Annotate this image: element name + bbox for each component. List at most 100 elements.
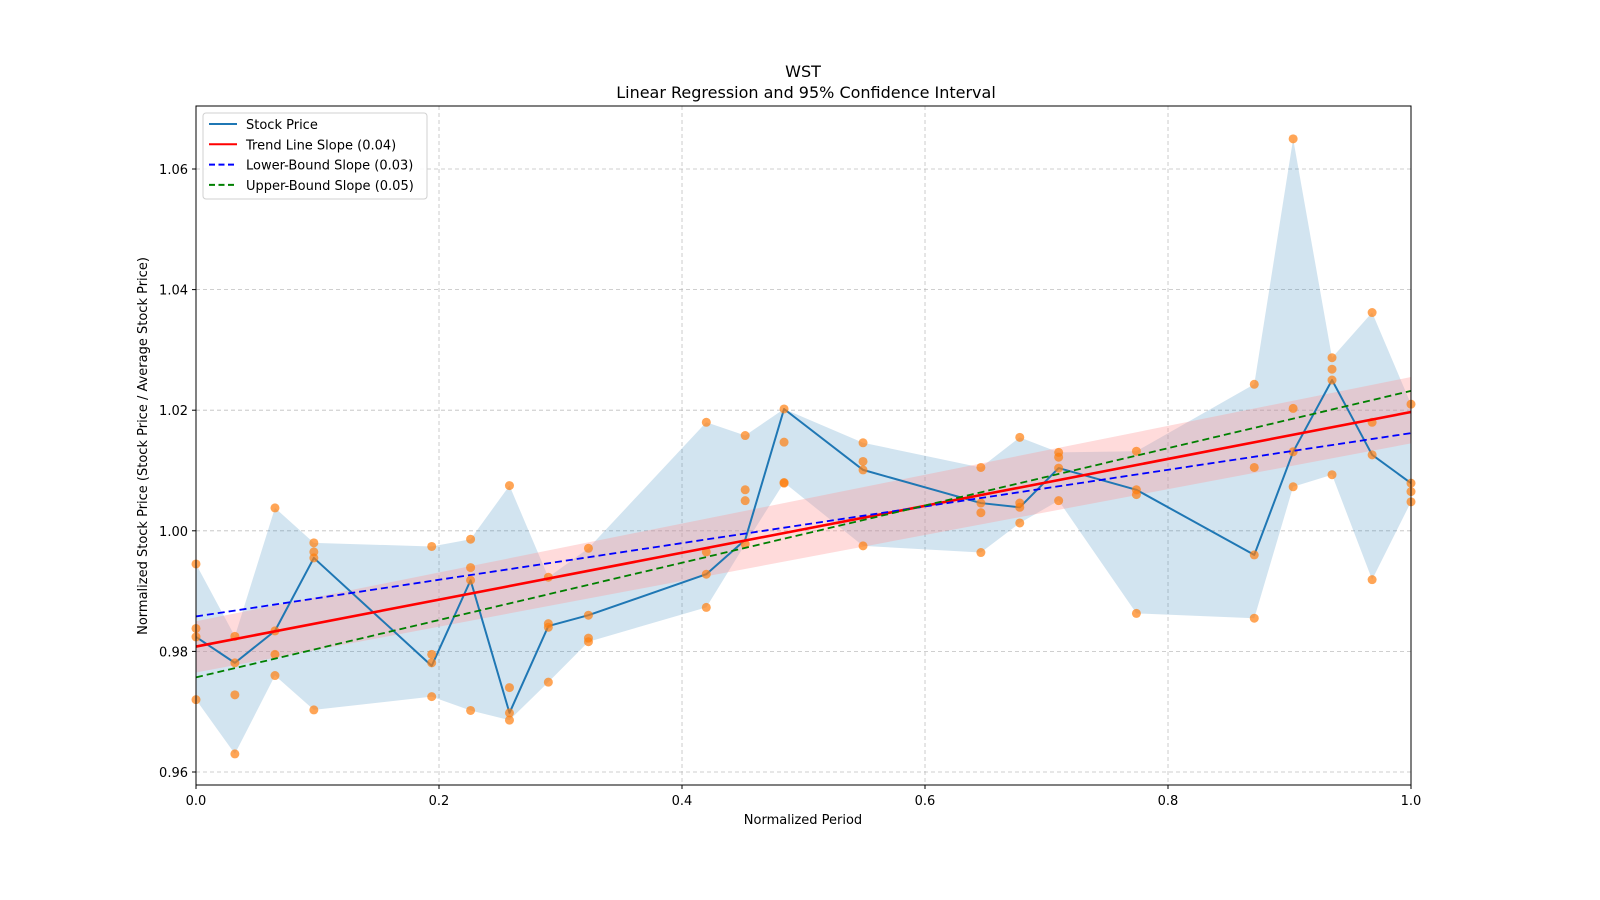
x-tick-label: 1.0 [1401, 794, 1422, 809]
scatter-point [976, 548, 986, 558]
scatter-point [1288, 482, 1298, 492]
y-tick-label: 1.00 [159, 525, 188, 540]
x-axis-label: Normalized Period [744, 813, 862, 828]
scatter-point [858, 438, 868, 448]
legend-label: Upper-Bound Slope (0.05) [246, 179, 414, 194]
scatter-point [1288, 447, 1298, 457]
scatter-point [504, 708, 514, 718]
x-tick-label: 0.2 [429, 794, 450, 809]
scatter-point [779, 437, 789, 447]
chart-title: WST [785, 62, 821, 81]
scatter-point [976, 508, 986, 518]
x-tick-label: 0.4 [672, 794, 693, 809]
scatter-point [1327, 353, 1337, 363]
legend: Stock Price Trend Line Slope (0.04) Lower-… [202, 112, 428, 200]
scatter-point [779, 478, 789, 488]
scatter-point [427, 541, 437, 551]
trend-lines [195, 390, 1412, 679]
scatter-point [309, 538, 319, 548]
scatter-point [1054, 496, 1064, 506]
x-tick-label: 0.0 [186, 794, 207, 809]
scatter-point [427, 649, 437, 659]
x-axis: 0.0 0.2 0.4 0.6 0.8 1.0 [186, 785, 1422, 809]
y-tick-label: 0.98 [159, 645, 188, 660]
scatter-point [858, 541, 868, 551]
scatter-point [1015, 502, 1025, 512]
y-tick-label: 1.04 [159, 284, 188, 299]
legend-label: Stock Price [246, 118, 318, 133]
scatter-point [1367, 450, 1377, 460]
scatter-point [504, 683, 514, 693]
scatter-point [740, 431, 750, 441]
legend-box [202, 112, 428, 200]
scatter-point [466, 575, 476, 585]
scatter-point [583, 610, 593, 620]
y-tick-label: 1.06 [159, 163, 188, 178]
legend-label: Lower-Bound Slope (0.03) [246, 159, 413, 174]
scatter-point [270, 503, 280, 513]
scatter-point [270, 649, 280, 659]
price-range-area [196, 138, 1411, 754]
scatter-point [230, 690, 240, 700]
scatter-point [427, 692, 437, 702]
x-tick-label: 0.6 [915, 794, 936, 809]
scatter-point [1249, 613, 1259, 623]
scatter-point [1249, 379, 1259, 389]
scatter-point [1054, 452, 1064, 462]
scatter-point [504, 715, 514, 725]
legend-label: Trend Line Slope (0.04) [245, 138, 396, 153]
scatter-point [740, 496, 750, 506]
scatter-point [583, 543, 593, 553]
scatter-point [1131, 608, 1141, 618]
scatter-point [1131, 446, 1141, 456]
scatter-point [1054, 463, 1064, 473]
confidence-interval-band [196, 377, 1411, 673]
confidence-interval-area [196, 377, 1411, 673]
upper-bound-line [195, 390, 1412, 679]
y-axis: 0.96 0.98 1.00 1.02 1.04 1.06 [159, 163, 196, 781]
scatter-point [270, 671, 280, 681]
scatter-point [1288, 134, 1298, 144]
scatter-point [1015, 518, 1025, 528]
scatter-point [1327, 470, 1337, 480]
scatter-point [701, 602, 711, 612]
scatter-point [701, 569, 711, 579]
scatter-point [466, 705, 476, 715]
scatter-point [466, 563, 476, 573]
scatter-point [583, 637, 593, 647]
scatter-point [1015, 432, 1025, 442]
scatter-point [976, 498, 986, 508]
price-range-band [196, 138, 1411, 754]
plot-frame [195, 105, 1412, 786]
scatter-point [230, 749, 240, 759]
scatter-point [504, 481, 514, 491]
scatter-point [976, 462, 986, 472]
scatter-point [1327, 375, 1337, 385]
scatter-point [543, 622, 553, 632]
scatter-point [1131, 490, 1141, 500]
chart-subtitle: Linear Regression and 95% Confidence Int… [616, 83, 996, 102]
scatter-point [740, 485, 750, 495]
scatter-point [1327, 364, 1337, 374]
scatter-point [543, 677, 553, 687]
scatter-point [858, 465, 868, 475]
scatter-point [309, 705, 319, 715]
scatter-point [427, 658, 437, 668]
scatter-point [309, 553, 319, 563]
scatter-point [858, 456, 868, 466]
scatter-point [230, 658, 240, 668]
scatter-point [1367, 308, 1377, 318]
y-tick-label: 0.96 [159, 766, 188, 781]
y-axis-label: Normalized Stock Price (Stock Price / Av… [136, 257, 151, 635]
scatter-point [1367, 575, 1377, 585]
scatter-point [466, 534, 476, 544]
scatter-point [1288, 403, 1298, 413]
trend-line-line [195, 410, 1412, 648]
scatter-point [1249, 550, 1259, 560]
scatter-point [779, 404, 789, 414]
scatter-point [1249, 462, 1259, 472]
lower-bound-line [195, 432, 1412, 618]
scatter-point [701, 417, 711, 427]
y-tick-label: 1.02 [159, 404, 188, 419]
